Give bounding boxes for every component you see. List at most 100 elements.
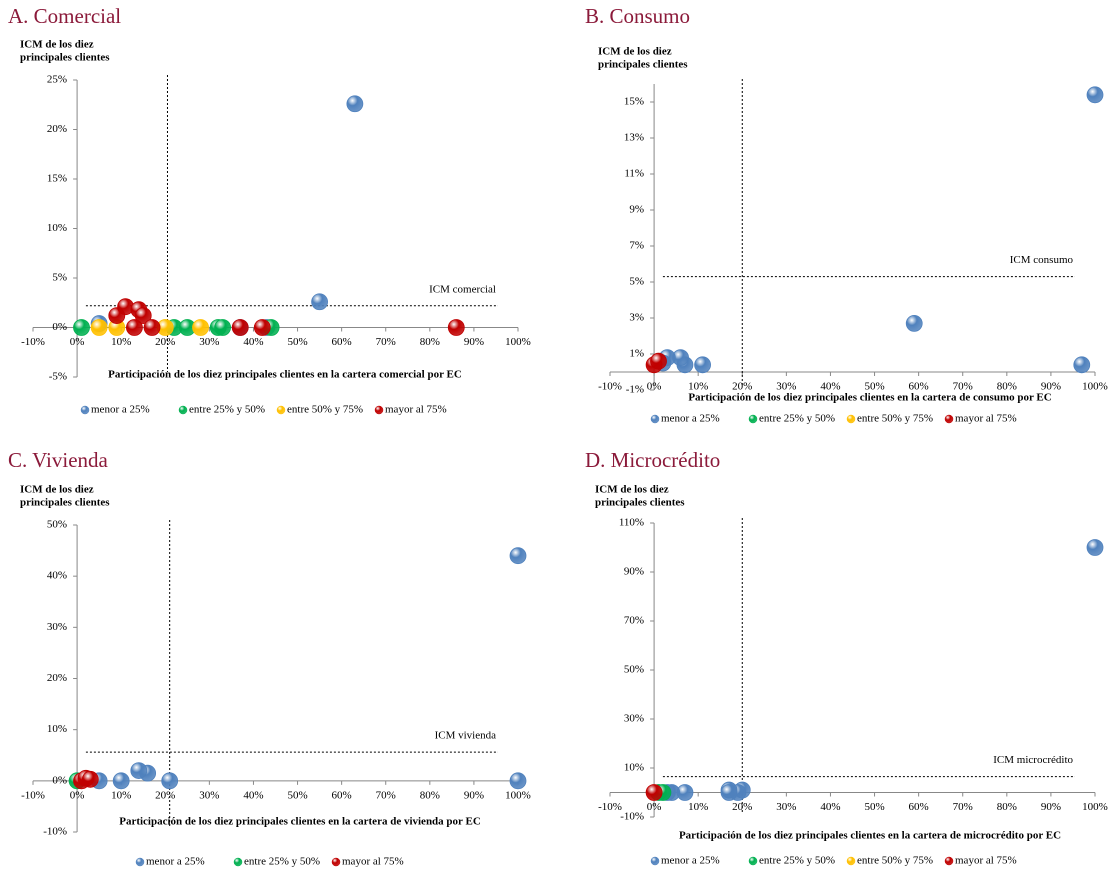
x-tick-label: -10% — [598, 381, 622, 393]
legend-label: mayor al 75% — [385, 404, 447, 416]
legend-label: menor a 25% — [661, 855, 720, 867]
x-tick-label: 80% — [420, 789, 440, 801]
legend-label: entre 25% y 50% — [244, 856, 320, 868]
x-tick-label: -10% — [598, 801, 622, 813]
x-tick-label: 50% — [864, 381, 884, 393]
legend-label: entre 25% y 50% — [759, 855, 835, 867]
y-tick-label: 50% — [624, 664, 644, 676]
x-tick-label: 10% — [111, 336, 131, 348]
reference-label: ICM vivienda — [435, 730, 497, 742]
y-axis-label: ICM de los diez — [20, 39, 94, 51]
point — [134, 307, 152, 325]
y-tick-label: 30% — [47, 621, 67, 633]
point — [694, 356, 711, 374]
point — [143, 319, 161, 336]
legend-label: menor a 25% — [661, 413, 720, 425]
x-axis-label: Participación de los diez principales cl… — [688, 392, 1051, 404]
y-tick-label: 90% — [624, 566, 644, 578]
legend-marker — [944, 856, 954, 866]
x-tick-label: 30% — [776, 381, 796, 393]
y-tick-label: -5% — [49, 371, 67, 383]
point — [161, 772, 179, 790]
x-tick-label: 20% — [155, 789, 175, 801]
point — [73, 319, 90, 336]
panel-title: B. Consumo — [585, 4, 690, 28]
y-tick-label: 11% — [624, 168, 644, 180]
y-axis-label: principales clientes — [598, 59, 688, 71]
x-tick-label: 30% — [199, 336, 219, 348]
x-tick-label: 40% — [243, 336, 263, 348]
y-axis-label: principales clientes — [20, 497, 110, 509]
x-tick-label: 0% — [70, 336, 85, 348]
x-tick-label: 100% — [1082, 381, 1108, 393]
point — [720, 784, 738, 801]
point — [1086, 86, 1104, 104]
point — [90, 319, 108, 336]
legend-marker — [233, 857, 243, 867]
x-tick-label: 90% — [464, 789, 484, 801]
y-tick-label: -10% — [43, 826, 67, 838]
point — [346, 95, 364, 113]
y-axis-label: ICM de los diez — [20, 484, 94, 496]
x-tick-label: 40% — [820, 801, 840, 813]
x-axis-label: Participación de los diez principales cl… — [119, 816, 481, 828]
legend-marker — [846, 856, 856, 866]
y-tick-label: 1% — [629, 348, 644, 360]
x-tick-label: 70% — [376, 789, 396, 801]
y-tick-label: 10% — [47, 723, 67, 735]
x-tick-label: 50% — [864, 801, 884, 813]
y-tick-label: 20% — [47, 672, 67, 684]
y-tick-label: -10% — [620, 811, 644, 823]
legend-marker — [276, 405, 286, 415]
y-tick-label: 40% — [47, 570, 67, 582]
y-axis-label: ICM de los diez — [598, 46, 672, 58]
x-tick-label: 80% — [997, 801, 1017, 813]
legend-marker — [650, 856, 660, 866]
x-tick-label: 10% — [688, 381, 708, 393]
point — [650, 352, 667, 370]
point — [81, 770, 99, 788]
x-axis-label: Participación de los diez principales cl… — [679, 830, 1061, 842]
x-tick-label: 90% — [464, 336, 484, 348]
point — [214, 319, 231, 336]
x-tick-label: 10% — [688, 801, 708, 813]
y-tick-label: 9% — [629, 204, 644, 216]
legend-label: entre 25% y 50% — [759, 413, 835, 425]
legend-marker — [650, 414, 660, 424]
point — [192, 319, 209, 336]
x-tick-label: -10% — [21, 789, 45, 801]
y-tick-label: 10% — [624, 762, 644, 774]
reference-label: ICM microcrédito — [993, 754, 1073, 766]
x-axis-label: Participación de los diez principales cl… — [108, 369, 462, 381]
x-tick-label: 60% — [332, 789, 352, 801]
y-tick-label: 70% — [624, 615, 644, 627]
point — [905, 314, 923, 332]
legend-marker — [135, 857, 145, 867]
panel-title: C. Vivienda — [8, 448, 109, 472]
x-tick-label: 70% — [376, 336, 396, 348]
x-tick-label: 50% — [287, 336, 307, 348]
y-tick-label: 20% — [47, 123, 67, 135]
x-tick-label: 0% — [647, 381, 662, 393]
x-tick-label: 90% — [1041, 381, 1061, 393]
legend-marker — [846, 414, 856, 424]
point — [112, 772, 130, 790]
point — [253, 319, 271, 336]
y-tick-label: 5% — [52, 272, 67, 284]
x-tick-label: 40% — [243, 789, 263, 801]
x-tick-label: 60% — [909, 381, 929, 393]
x-tick-label: 100% — [1082, 801, 1108, 813]
y-tick-label: 15% — [47, 173, 67, 185]
legend-label: entre 50% y 75% — [857, 413, 933, 425]
x-tick-label: 30% — [776, 801, 796, 813]
point — [645, 784, 663, 801]
point — [130, 762, 148, 779]
x-tick-label: 100% — [505, 336, 531, 348]
y-tick-label: 5% — [629, 276, 644, 288]
y-tick-label: 110% — [619, 517, 644, 529]
panel-title: D. Microcrédito — [585, 448, 720, 472]
x-tick-label: 30% — [199, 789, 219, 801]
legend-label: mayor al 75% — [955, 855, 1017, 867]
x-tick-label: 80% — [997, 381, 1017, 393]
